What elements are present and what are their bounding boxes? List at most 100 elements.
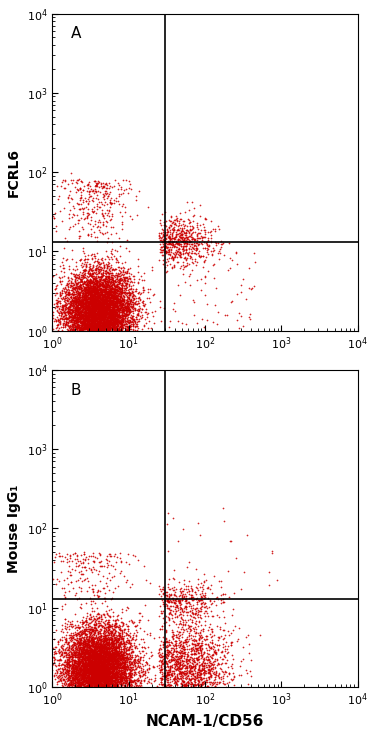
Point	[106, 290, 112, 302]
Point	[99, 297, 105, 308]
Point	[166, 595, 172, 606]
Point	[106, 627, 112, 639]
Point	[110, 643, 116, 654]
Point	[97, 663, 103, 675]
Point	[87, 314, 93, 325]
Point	[83, 293, 89, 305]
Point	[101, 285, 107, 297]
Point	[182, 679, 188, 690]
Point	[82, 318, 88, 330]
Point	[66, 651, 72, 662]
Point	[115, 322, 121, 333]
Point	[97, 295, 103, 307]
Point	[191, 675, 197, 687]
Point	[105, 286, 111, 297]
Point	[81, 634, 87, 646]
Point	[81, 323, 87, 335]
Point	[176, 597, 181, 609]
Point	[108, 655, 114, 667]
Point	[208, 245, 214, 257]
Point	[86, 625, 92, 637]
Point	[74, 318, 80, 330]
Point	[113, 674, 119, 686]
Point	[189, 231, 195, 243]
Point	[68, 655, 74, 667]
Point	[170, 612, 176, 623]
Point	[114, 671, 120, 683]
Point	[109, 295, 115, 307]
Point	[84, 680, 90, 692]
Point	[78, 253, 84, 265]
Point	[122, 207, 128, 219]
Point	[98, 643, 104, 654]
Point	[158, 214, 164, 226]
Point	[99, 283, 105, 295]
Point	[161, 216, 167, 228]
Point	[218, 236, 224, 247]
Point	[98, 283, 104, 294]
Point	[87, 308, 93, 319]
Point	[104, 671, 110, 683]
Point	[52, 289, 58, 300]
Point	[81, 670, 87, 682]
Point	[61, 316, 67, 328]
Point	[102, 266, 108, 277]
Point	[85, 649, 91, 661]
Point	[118, 679, 124, 691]
Point	[130, 314, 136, 326]
Point	[75, 286, 81, 298]
Point	[147, 296, 153, 308]
Point	[114, 662, 120, 673]
Point	[121, 652, 127, 664]
Point	[76, 658, 82, 670]
Point	[111, 676, 117, 687]
Point	[75, 319, 81, 330]
Point	[80, 314, 86, 326]
Point	[65, 643, 71, 655]
Point	[184, 238, 190, 250]
Point	[56, 300, 62, 312]
Point	[129, 676, 135, 687]
Point	[102, 665, 108, 676]
Point	[110, 668, 116, 680]
Point	[53, 220, 59, 232]
Point	[85, 319, 91, 330]
Point	[85, 319, 91, 330]
Point	[105, 297, 111, 309]
Point	[124, 676, 130, 688]
Point	[105, 311, 111, 322]
Point	[213, 669, 219, 681]
Point	[93, 318, 99, 330]
Point	[96, 620, 102, 631]
Point	[68, 676, 74, 687]
Point	[69, 318, 75, 330]
Point	[96, 318, 102, 330]
Point	[90, 643, 96, 655]
Point	[66, 665, 72, 676]
Point	[73, 281, 79, 293]
Point	[113, 662, 119, 674]
Point	[112, 306, 118, 318]
Point	[96, 681, 102, 693]
Point	[115, 648, 121, 659]
Point	[92, 273, 98, 285]
Point	[89, 615, 95, 627]
Point	[191, 679, 197, 691]
Point	[100, 308, 106, 320]
Point	[176, 641, 182, 653]
Point	[82, 267, 88, 279]
Point	[118, 679, 124, 691]
Point	[92, 662, 98, 673]
Point	[56, 659, 62, 671]
Point	[90, 673, 96, 684]
Point	[80, 645, 86, 657]
Point	[132, 620, 138, 632]
Point	[103, 216, 109, 227]
Point	[92, 676, 98, 688]
Point	[77, 659, 83, 670]
Point	[172, 659, 178, 671]
Point	[115, 621, 121, 633]
Point	[111, 652, 117, 664]
Point	[84, 314, 90, 325]
Point	[128, 628, 134, 640]
